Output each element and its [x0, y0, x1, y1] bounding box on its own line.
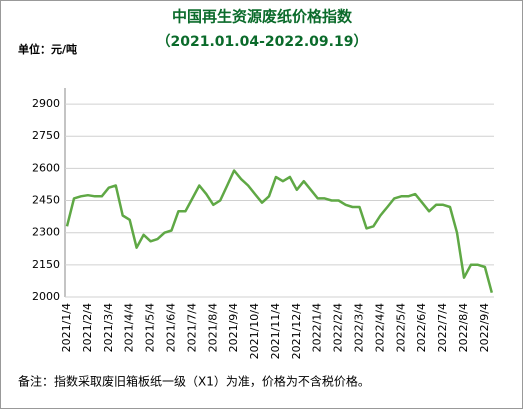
- note: 备注：指数采取废旧箱板纸一级（X1）为准，价格为不含税价格。: [18, 374, 370, 389]
- line: [65, 169, 494, 294]
- x-tick-label: 2022/7/4: [436, 303, 449, 352]
- x-tick-label: 2021/8/4: [206, 303, 219, 352]
- chart-title: 中国再生资源废纸价格指数: [172, 8, 353, 26]
- x-tick-label: 2022/8/4: [457, 303, 470, 352]
- x-tick-label: 2021/2/4: [81, 303, 94, 352]
- unit-label: 单位：元/吨: [18, 42, 77, 56]
- x-tick-label: 2022/2/4: [332, 303, 345, 352]
- x-tick-label: 2021/7/4: [185, 303, 198, 352]
- x-tick-label: 2021/4/4: [123, 303, 136, 352]
- x-tick-label: 2022/1/4: [311, 303, 324, 352]
- x-tick-label: 2021/1/4: [60, 303, 73, 352]
- y-tick-label: 2450: [32, 194, 60, 207]
- x-tick-label: 2022/5/4: [394, 303, 407, 352]
- x-tick-label: 2022/6/4: [415, 303, 428, 352]
- y-tick-label: 2600: [32, 161, 60, 174]
- y-tick-label: 2750: [32, 129, 60, 142]
- x-tick-label: 2021/5/4: [144, 303, 157, 352]
- y-tick-label: 2300: [32, 226, 60, 239]
- x-tick-label: 2021/6/4: [164, 303, 177, 352]
- chart-subtitle: （2021.01.04-2022.09.19）: [157, 34, 368, 50]
- x-tick-label: 2021/12/4: [290, 303, 303, 359]
- y-tick-label: 2900: [32, 97, 60, 110]
- y-tick-label: 2000: [32, 290, 60, 303]
- x-tick-label: 2021/11/4: [269, 303, 282, 359]
- x-tick-label: 2021/10/4: [248, 303, 261, 359]
- x-tick-label: 2021/9/4: [227, 303, 240, 352]
- x-tick-label: 2022/3/4: [353, 303, 366, 352]
- y-tick-label: 2150: [32, 258, 60, 271]
- x-tick-label: 2021/3/4: [102, 303, 115, 352]
- x-tick-label: 2022/9/4: [478, 303, 491, 352]
- x-tick-label: 2022/4/4: [373, 303, 386, 352]
